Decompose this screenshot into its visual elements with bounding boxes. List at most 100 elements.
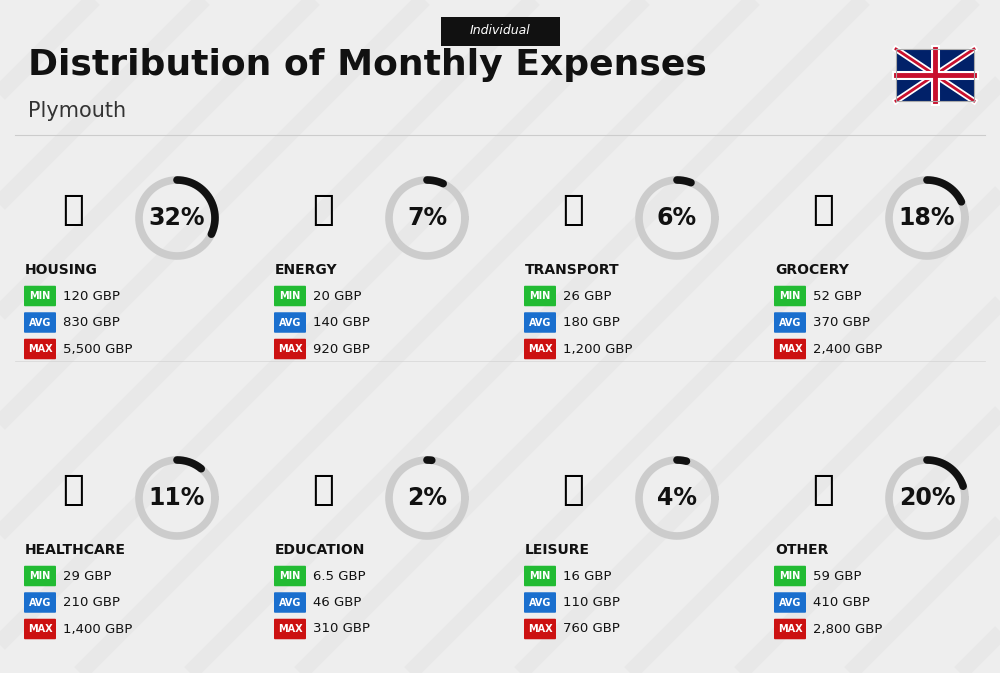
FancyBboxPatch shape — [274, 286, 306, 306]
Text: 2,400 GBP: 2,400 GBP — [813, 343, 882, 355]
Text: 🛍: 🛍 — [562, 473, 584, 507]
Text: HEALTHCARE: HEALTHCARE — [25, 543, 126, 557]
FancyBboxPatch shape — [24, 618, 56, 639]
Text: EDUCATION: EDUCATION — [275, 543, 365, 557]
Text: 52 GBP: 52 GBP — [813, 289, 862, 302]
Text: MIN: MIN — [779, 291, 801, 301]
Text: 370 GBP: 370 GBP — [813, 316, 870, 329]
FancyBboxPatch shape — [774, 566, 806, 586]
Text: MAX: MAX — [528, 624, 552, 634]
Text: 🔌: 🔌 — [312, 193, 334, 227]
FancyBboxPatch shape — [524, 312, 556, 332]
Text: 20%: 20% — [899, 486, 955, 510]
FancyBboxPatch shape — [24, 339, 56, 359]
FancyBboxPatch shape — [24, 592, 56, 612]
Text: 11%: 11% — [149, 486, 205, 510]
Text: Plymouth: Plymouth — [28, 101, 126, 121]
Text: Distribution of Monthly Expenses: Distribution of Monthly Expenses — [28, 48, 707, 82]
FancyBboxPatch shape — [774, 312, 806, 332]
Text: 26 GBP: 26 GBP — [563, 289, 612, 302]
Text: MIN: MIN — [279, 571, 301, 581]
FancyBboxPatch shape — [896, 49, 974, 101]
Text: TRANSPORT: TRANSPORT — [525, 263, 620, 277]
Text: AVG: AVG — [279, 598, 301, 608]
FancyBboxPatch shape — [774, 618, 806, 639]
Text: 920 GBP: 920 GBP — [313, 343, 370, 355]
FancyBboxPatch shape — [524, 618, 556, 639]
Text: MAX: MAX — [278, 344, 302, 354]
Text: 180 GBP: 180 GBP — [563, 316, 620, 329]
Text: 1,400 GBP: 1,400 GBP — [63, 623, 132, 635]
FancyBboxPatch shape — [274, 312, 306, 332]
Text: MIN: MIN — [529, 291, 551, 301]
FancyBboxPatch shape — [274, 339, 306, 359]
Text: MAX: MAX — [28, 624, 52, 634]
Text: 760 GBP: 760 GBP — [563, 623, 620, 635]
Text: 16 GBP: 16 GBP — [563, 569, 612, 583]
FancyBboxPatch shape — [524, 286, 556, 306]
Text: MIN: MIN — [779, 571, 801, 581]
Text: 4%: 4% — [657, 486, 697, 510]
FancyBboxPatch shape — [774, 339, 806, 359]
Text: MIN: MIN — [29, 571, 51, 581]
FancyBboxPatch shape — [440, 17, 560, 46]
Text: 18%: 18% — [899, 206, 955, 230]
FancyBboxPatch shape — [774, 592, 806, 612]
FancyBboxPatch shape — [274, 592, 306, 612]
Text: 29 GBP: 29 GBP — [63, 569, 112, 583]
Text: 46 GBP: 46 GBP — [313, 596, 361, 609]
FancyBboxPatch shape — [24, 566, 56, 586]
Text: Individual: Individual — [470, 24, 530, 38]
Text: 120 GBP: 120 GBP — [63, 289, 120, 302]
Text: AVG: AVG — [279, 318, 301, 328]
Text: 140 GBP: 140 GBP — [313, 316, 370, 329]
Text: AVG: AVG — [529, 318, 551, 328]
FancyBboxPatch shape — [24, 286, 56, 306]
FancyBboxPatch shape — [24, 312, 56, 332]
Text: 5,500 GBP: 5,500 GBP — [63, 343, 132, 355]
Text: 59 GBP: 59 GBP — [813, 569, 862, 583]
Text: ENERGY: ENERGY — [275, 263, 338, 277]
Text: MIN: MIN — [529, 571, 551, 581]
Text: AVG: AVG — [29, 318, 51, 328]
Text: MAX: MAX — [778, 344, 802, 354]
Text: 6%: 6% — [657, 206, 697, 230]
FancyBboxPatch shape — [524, 566, 556, 586]
Text: 🏥: 🏥 — [62, 473, 84, 507]
Text: MIN: MIN — [279, 291, 301, 301]
Text: 🚌: 🚌 — [562, 193, 584, 227]
Text: OTHER: OTHER — [775, 543, 828, 557]
Text: 310 GBP: 310 GBP — [313, 623, 370, 635]
Text: LEISURE: LEISURE — [525, 543, 590, 557]
Text: 20 GBP: 20 GBP — [313, 289, 362, 302]
Text: AVG: AVG — [29, 598, 51, 608]
Text: AVG: AVG — [779, 318, 801, 328]
Text: GROCERY: GROCERY — [775, 263, 849, 277]
FancyBboxPatch shape — [774, 286, 806, 306]
FancyBboxPatch shape — [274, 618, 306, 639]
FancyBboxPatch shape — [524, 592, 556, 612]
Text: 830 GBP: 830 GBP — [63, 316, 120, 329]
FancyBboxPatch shape — [524, 339, 556, 359]
Text: 110 GBP: 110 GBP — [563, 596, 620, 609]
Text: 2,800 GBP: 2,800 GBP — [813, 623, 882, 635]
Text: 🏢: 🏢 — [62, 193, 84, 227]
Text: 2%: 2% — [407, 486, 447, 510]
Text: 32%: 32% — [149, 206, 205, 230]
Text: MIN: MIN — [29, 291, 51, 301]
Text: 410 GBP: 410 GBP — [813, 596, 870, 609]
Text: 210 GBP: 210 GBP — [63, 596, 120, 609]
FancyBboxPatch shape — [274, 566, 306, 586]
Text: MAX: MAX — [28, 344, 52, 354]
Text: AVG: AVG — [529, 598, 551, 608]
Text: 💰: 💰 — [812, 473, 834, 507]
Text: MAX: MAX — [278, 624, 302, 634]
Text: MAX: MAX — [778, 624, 802, 634]
Text: 6.5 GBP: 6.5 GBP — [313, 569, 366, 583]
Text: AVG: AVG — [779, 598, 801, 608]
Text: HOUSING: HOUSING — [25, 263, 98, 277]
Text: MAX: MAX — [528, 344, 552, 354]
Text: 7%: 7% — [407, 206, 447, 230]
Text: 1,200 GBP: 1,200 GBP — [563, 343, 633, 355]
Text: 🛒: 🛒 — [812, 193, 834, 227]
